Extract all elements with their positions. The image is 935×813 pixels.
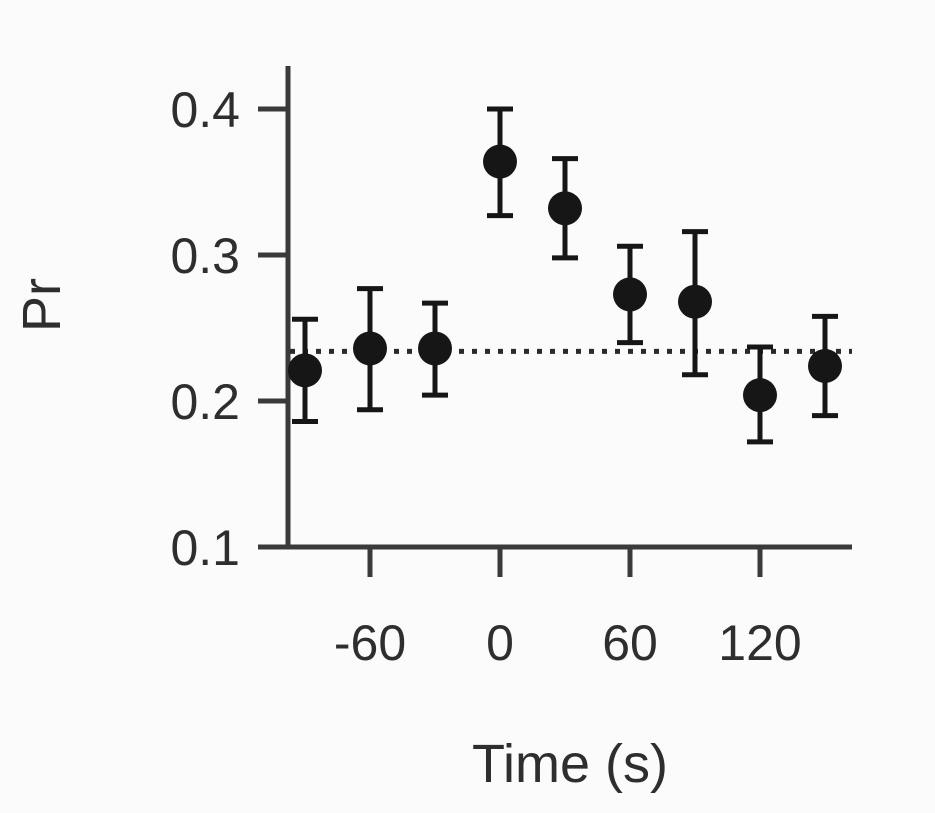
data-point [548, 191, 582, 226]
data-point [808, 348, 842, 383]
data-point [288, 353, 322, 388]
axes [258, 66, 852, 550]
data-point-group [353, 286, 387, 413]
y-tick-label: 0.3 [170, 228, 240, 284]
data-point-group [548, 156, 582, 261]
data-point-group [743, 344, 777, 445]
data-point [483, 144, 517, 179]
data-point-group [613, 243, 647, 346]
x-tick-label: -60 [334, 615, 406, 671]
data-point [353, 331, 387, 366]
data-point-group [678, 229, 712, 378]
data-point [743, 378, 777, 413]
y-tick-label: 0.2 [170, 374, 240, 430]
data-point [418, 331, 452, 366]
data-point-group [483, 106, 517, 219]
x-tick-label: 60 [602, 615, 658, 671]
y-axis-title: Pr [12, 278, 72, 332]
x-axis-title: Time (s) [472, 734, 668, 794]
data-point [613, 277, 647, 312]
y-tick-label: 0.4 [170, 82, 240, 138]
data-point-group [808, 313, 842, 419]
y-tick-label: 0.1 [170, 520, 240, 576]
x-tick-label: 0 [486, 615, 514, 671]
data-point-group [418, 300, 452, 398]
data-point-group [288, 316, 322, 424]
y-ticks: 0.1 0.2 0.3 0.4 [170, 82, 288, 576]
data-series [288, 106, 842, 445]
x-tick-label: 120 [718, 615, 801, 671]
data-point [678, 284, 712, 319]
x-ticks: -60 0 60 120 [334, 547, 802, 671]
